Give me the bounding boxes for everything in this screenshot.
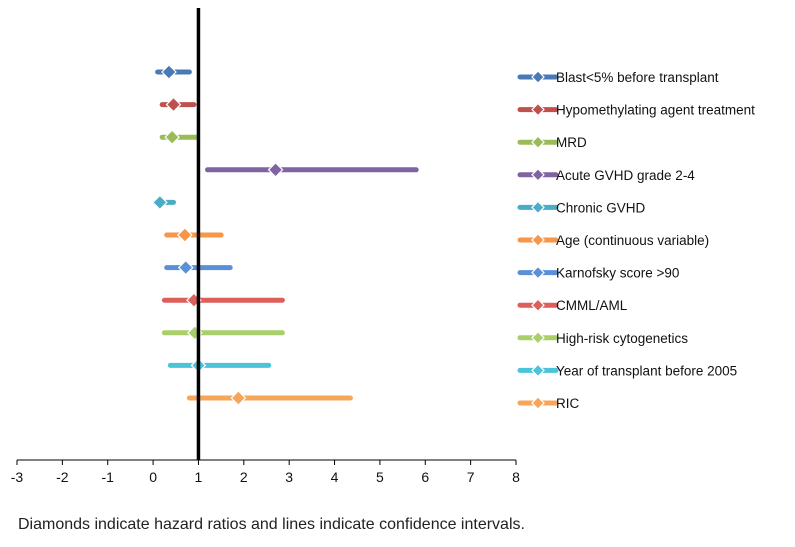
legend-diamond <box>531 200 545 215</box>
legend-diamond <box>531 396 545 410</box>
legend-label: Chronic GVHD <box>556 200 646 215</box>
legend-diamond <box>531 265 545 280</box>
x-tick-label: 4 <box>331 469 339 485</box>
legend-label: Age (continuous variable) <box>556 233 709 248</box>
hazard-ratio-diamond <box>152 194 168 211</box>
x-tick-label: 8 <box>512 469 520 485</box>
hazard-ratio-diamond <box>164 129 180 146</box>
legend-diamond <box>531 233 545 247</box>
x-tick-label: -1 <box>102 469 115 485</box>
legend-diamond <box>531 298 545 313</box>
forest-plot: -3 -2 -1 0 1 2 3 4 5 6 7 8 Blast<5% before transpla… <box>11 8 755 485</box>
x-tick-label: 2 <box>240 469 248 485</box>
x-tick-label: 3 <box>285 469 293 485</box>
legend-label: MRD <box>556 135 587 150</box>
x-tick-label: 0 <box>149 469 157 485</box>
legend-label: Year of transplant before 2005 <box>556 363 737 378</box>
hazard-ratio-diamond <box>165 96 182 113</box>
legend-label: Karnofsky score >90 <box>556 266 679 281</box>
legend-diamond <box>531 330 545 345</box>
legend-label: High-risk cytogenetics <box>556 331 688 346</box>
hazard-ratio-diamond <box>177 259 194 276</box>
hazard-ratio-diamond <box>161 64 177 80</box>
legend-diamond <box>531 135 545 150</box>
hazard-ratio-diamond <box>267 161 284 178</box>
hazard-ratio-diamond <box>230 390 247 406</box>
x-tick-label: 5 <box>376 469 384 485</box>
chart-caption: Diamonds indicate hazard ratios and line… <box>18 516 525 533</box>
x-tick-label: -2 <box>56 469 69 485</box>
x-tick-label: 7 <box>467 469 475 485</box>
legend-diamond <box>531 70 545 84</box>
hazard-ratio-diamond <box>176 227 193 243</box>
x-tick-label: -3 <box>11 469 24 485</box>
legend-label: CMML/AML <box>556 298 628 313</box>
legend-diamond <box>531 167 545 182</box>
legend-diamond <box>531 102 545 117</box>
legend-label: Blast<5% before transplant <box>556 70 719 85</box>
legend-diamond <box>531 363 545 378</box>
legend-label: Acute GVHD grade 2-4 <box>556 168 695 183</box>
x-tick-label: 6 <box>421 469 429 485</box>
x-tick-label: 1 <box>195 469 203 485</box>
legend-label: Hypomethylating agent treatment <box>556 103 755 118</box>
legend-label: RIC <box>556 396 580 411</box>
